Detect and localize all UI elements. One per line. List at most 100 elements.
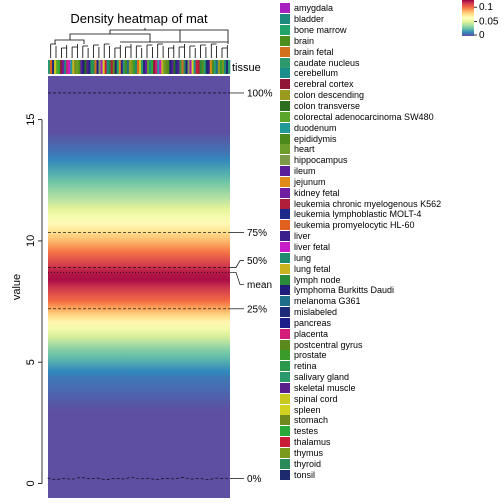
legend-item: testes xyxy=(280,426,441,437)
annotation-cell xyxy=(116,60,120,74)
annotation-cell xyxy=(78,60,81,74)
annotation-cell xyxy=(76,60,79,74)
legend-item: brain fetal xyxy=(280,46,441,57)
legend-swatch xyxy=(280,252,290,263)
legend-swatch xyxy=(280,68,290,79)
annotation-cell xyxy=(211,60,215,74)
dendrogram-branches xyxy=(50,28,229,58)
quantile-label: 25% xyxy=(247,304,267,315)
annotation-cell xyxy=(132,60,136,74)
annotation-cell xyxy=(217,60,221,74)
legend-item: leukemia chronic myelogenous K562 xyxy=(280,198,441,209)
annotation-cell xyxy=(199,60,202,74)
annotation-cell xyxy=(179,60,182,74)
annotation-cell xyxy=(187,60,190,74)
legend-swatch xyxy=(280,46,290,57)
annotation-cell xyxy=(141,60,144,74)
annotation-cell xyxy=(104,60,107,74)
y-axis-tick-label: 5 xyxy=(25,359,37,365)
annotation-cell xyxy=(167,60,170,74)
legend-swatch xyxy=(280,187,290,198)
legend-label: thyroid xyxy=(294,458,322,469)
annotation-cell xyxy=(201,60,205,74)
legend-label: thalamus xyxy=(294,437,331,448)
legend-label: lung fetal xyxy=(294,263,331,274)
quantile-label: mean xyxy=(247,280,272,291)
chart-title: Density heatmap of mat xyxy=(70,11,208,26)
annotation-cell xyxy=(66,60,69,74)
legend-item: mislabeled xyxy=(280,307,441,318)
annotation-cell xyxy=(52,60,55,74)
color-key-tick-label: 0.1 xyxy=(479,2,493,13)
annotation-cell xyxy=(54,60,57,74)
annotation-cell xyxy=(74,60,77,74)
annotation-cell xyxy=(171,60,174,74)
legend-swatch xyxy=(280,111,290,122)
legend-swatch xyxy=(280,469,290,480)
annotation-cell xyxy=(84,60,87,74)
legend-item: retina xyxy=(280,361,441,372)
tissue-annotation-bar xyxy=(48,60,231,74)
legend-label: colon transverse xyxy=(294,101,361,112)
annotation-cell xyxy=(120,60,124,74)
annotation-cell xyxy=(56,60,59,74)
annotation-cell xyxy=(155,60,158,74)
annotation-cell xyxy=(96,60,99,74)
color-key-tick-label: 0.05 xyxy=(479,17,499,28)
legend-item: spinal cord xyxy=(280,393,441,404)
y-axis: 0 5 10 15 xyxy=(25,114,43,487)
legend-swatch xyxy=(280,57,290,68)
annotation-cell xyxy=(215,60,219,74)
legend-swatch xyxy=(280,220,290,231)
legend-item: pancreas xyxy=(280,317,441,328)
legend-swatch xyxy=(280,133,290,144)
legend-label: spleen xyxy=(294,404,321,415)
annotation-cell xyxy=(195,60,198,74)
legend-label: melanoma G361 xyxy=(294,296,361,307)
legend-item: liver fetal xyxy=(280,241,441,253)
quantile-label: 0% xyxy=(247,474,262,485)
legend-item: melanoma G361 xyxy=(280,296,441,307)
annotation-cell xyxy=(161,60,164,74)
annotation-cell xyxy=(118,60,122,74)
annotation-cell xyxy=(203,60,207,74)
quantile-label: 100% xyxy=(247,88,273,99)
legend-swatch xyxy=(280,155,290,166)
annotation-cell xyxy=(98,60,101,74)
annotation-cell xyxy=(169,60,172,74)
color-key-ticks: 0.1 0.05 0 xyxy=(474,2,499,41)
legend-swatch xyxy=(280,458,290,469)
annotation-cell xyxy=(145,60,148,74)
legend-swatch xyxy=(280,101,290,112)
legend-swatch xyxy=(280,393,290,404)
legend-swatch xyxy=(280,296,290,307)
annotation-cell xyxy=(82,60,85,74)
legend-label: bladder xyxy=(294,14,325,25)
column-dendrogram xyxy=(50,28,229,58)
legend-item: placenta xyxy=(280,328,441,339)
annotation-cell xyxy=(88,60,91,74)
legend-item: tonsil xyxy=(280,469,441,480)
legend-label: testes xyxy=(294,426,319,437)
legend-item: kidney fetal xyxy=(280,187,441,198)
legend-item: postcentral gyrus xyxy=(280,339,441,350)
legend-item: cerebral cortex xyxy=(280,79,441,90)
legend-label: salivary gland xyxy=(294,372,350,383)
annotation-cell xyxy=(225,60,229,74)
annotation-cell xyxy=(100,60,103,74)
legend-swatch xyxy=(280,263,290,274)
annotation-cell xyxy=(197,60,200,74)
legend-item: leukemia lymphoblastic MOLT-4 xyxy=(280,209,441,220)
legend-label: epididymis xyxy=(294,133,337,144)
annotation-cell xyxy=(177,60,180,74)
legend-label: tonsil xyxy=(294,469,316,480)
legend-label: brain xyxy=(294,35,315,46)
legend-item: colorectal adenocarcinoma SW480 xyxy=(280,111,441,122)
legend-item: colon transverse xyxy=(280,101,441,112)
legend-swatch xyxy=(280,90,290,101)
legend-swatch xyxy=(280,25,290,36)
legend-label: lymph node xyxy=(294,274,341,285)
legend-label: kidney fetal xyxy=(294,187,340,198)
legend-item: bone marrow xyxy=(280,25,441,36)
annotation-cell xyxy=(219,60,223,74)
